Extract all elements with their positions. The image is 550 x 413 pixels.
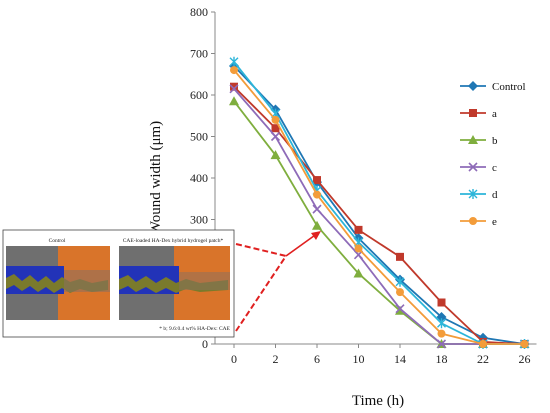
series-a-point bbox=[354, 225, 363, 234]
connector-arrow-head bbox=[311, 231, 321, 240]
series-c-point bbox=[229, 84, 239, 94]
y-tick-label: 600 bbox=[190, 88, 208, 102]
series-e-point bbox=[437, 329, 446, 338]
series-e-point bbox=[313, 190, 321, 199]
legend-a-label: a bbox=[492, 108, 497, 120]
legend-b: b bbox=[460, 135, 498, 147]
y-tick-label: 300 bbox=[190, 213, 208, 227]
x-tick-label: 2 bbox=[273, 352, 279, 366]
legend-a-marker bbox=[469, 109, 477, 117]
x-tick-label: 14 bbox=[394, 352, 406, 366]
series-a-point bbox=[396, 252, 404, 261]
series-b-point bbox=[353, 268, 364, 278]
series-c-point bbox=[395, 304, 405, 314]
series-e-point bbox=[520, 340, 529, 348]
series-c-point bbox=[270, 131, 281, 142]
y-tick-label: 700 bbox=[190, 47, 208, 61]
inset-connectors bbox=[235, 231, 321, 332]
inset-right-label: CAE-loaded HA-Dex hybrid hydrogel patch* bbox=[123, 238, 224, 244]
series-b-point bbox=[229, 96, 239, 106]
series-c-line bbox=[233, 88, 525, 345]
y-tick-label: 400 bbox=[190, 171, 208, 185]
legend-c-marker bbox=[468, 162, 478, 172]
series-d bbox=[229, 56, 529, 349]
legend: Control a b c d e bbox=[460, 81, 526, 228]
inset-left-wound bbox=[64, 270, 110, 292]
x-tick-label: 22 bbox=[477, 352, 489, 366]
legend-e-marker bbox=[469, 217, 477, 225]
series-a-line bbox=[233, 86, 525, 345]
series-b-point bbox=[312, 220, 322, 230]
x-axis-title: Time (h) bbox=[352, 393, 404, 409]
series-d-line bbox=[233, 61, 525, 345]
series-d-point bbox=[229, 56, 239, 67]
series-e-point bbox=[396, 288, 404, 297]
legend-d-marker bbox=[468, 189, 478, 199]
x-tick-label: 26 bbox=[519, 352, 531, 366]
series-a-point bbox=[230, 82, 238, 91]
series-control bbox=[229, 60, 530, 349]
series-a-point bbox=[437, 298, 446, 307]
connector-line-upper bbox=[235, 243, 287, 257]
series-e-point bbox=[271, 115, 280, 124]
connector-line-lower bbox=[235, 255, 287, 332]
y-axis-title: Wound width (μm) bbox=[148, 121, 164, 235]
x-tick-label: 10 bbox=[353, 352, 365, 366]
legend-b-label: b bbox=[492, 135, 498, 147]
y-tick-label: 0 bbox=[202, 337, 208, 351]
legend-control-marker bbox=[468, 81, 478, 91]
series-e-line bbox=[233, 69, 525, 345]
series-c-point bbox=[436, 339, 447, 349]
series-e-point bbox=[479, 340, 487, 348]
series-a-point bbox=[271, 124, 280, 133]
legend-d-label: d bbox=[492, 189, 498, 201]
series-d-point bbox=[395, 276, 405, 287]
legend-control: Control bbox=[460, 81, 526, 93]
x-tick-label: 18 bbox=[436, 352, 448, 366]
inset-left-label: Control bbox=[49, 238, 66, 244]
legend-c-label: c bbox=[492, 162, 497, 174]
axes bbox=[214, 12, 537, 345]
series-e-point bbox=[354, 244, 363, 253]
series-e bbox=[230, 66, 529, 348]
y-tick-label: 500 bbox=[190, 130, 208, 144]
legend-e-label: e bbox=[492, 216, 497, 228]
connector-arrow bbox=[285, 232, 319, 257]
legend-a: a bbox=[460, 108, 497, 120]
x-tick-label: 0 bbox=[231, 352, 237, 366]
x-ticks: 0 2 6 10 14 18 22 26 bbox=[231, 344, 531, 366]
inset-footnote: * b; 9.6:0.4 wt% HA-Dex: CAE bbox=[159, 326, 230, 332]
series-e-point bbox=[230, 66, 238, 75]
legend-control-label: Control bbox=[492, 81, 526, 93]
legend-e: e bbox=[460, 216, 497, 228]
inset-image: Control CAE-loaded HA-Dex hybrid hydroge… bbox=[2, 229, 235, 338]
legend-c: c bbox=[460, 162, 497, 174]
legend-b-marker bbox=[468, 135, 478, 144]
series-b-point bbox=[270, 150, 281, 160]
x-tick-label: 6 bbox=[314, 352, 320, 366]
series-c-point bbox=[312, 204, 322, 214]
y-tick-label: 800 bbox=[190, 5, 208, 19]
series-lines bbox=[229, 56, 530, 349]
inset-right-wound bbox=[179, 272, 230, 290]
series-b-point bbox=[395, 305, 405, 315]
series-a-point bbox=[313, 176, 321, 185]
legend-d: d bbox=[460, 189, 498, 201]
series-d-point bbox=[437, 318, 446, 329]
